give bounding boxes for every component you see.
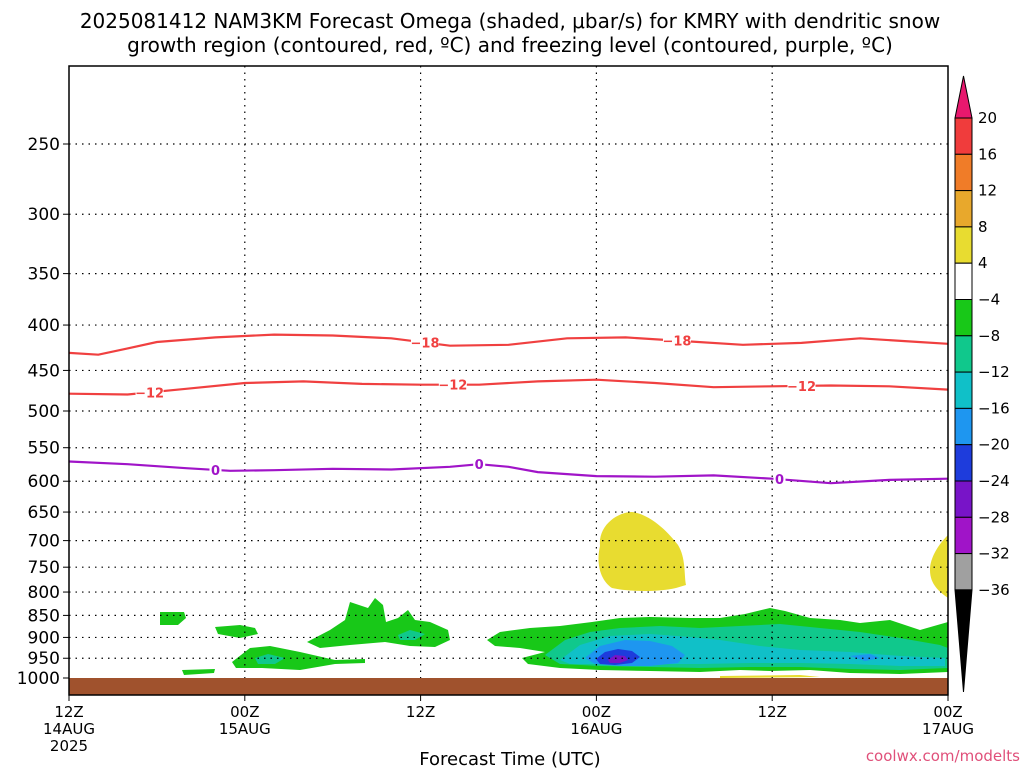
contour-line bbox=[68, 460, 949, 485]
y-tick-label: 600 bbox=[28, 472, 60, 492]
y-tick-label: 950 bbox=[28, 649, 60, 669]
x-tick-label: 00Z bbox=[230, 703, 259, 721]
x-tick-label: 12Z bbox=[406, 703, 435, 721]
x-tick-label: 15AUG bbox=[219, 720, 271, 738]
colorbar-segment bbox=[954, 371, 973, 409]
contour-label: −18 bbox=[662, 335, 691, 350]
omega-negative-region bbox=[307, 598, 450, 648]
contour-label: 0 bbox=[211, 464, 220, 479]
contour-line bbox=[68, 378, 949, 396]
contour-label: −18 bbox=[411, 337, 440, 352]
y-tick-label: 650 bbox=[28, 503, 60, 523]
omega-negative-region bbox=[160, 612, 186, 625]
colorbar-segment bbox=[954, 407, 973, 446]
x-tick-label: 16AUG bbox=[570, 720, 622, 738]
colorbar-label: 16 bbox=[978, 145, 997, 163]
y-tick-label: 700 bbox=[28, 532, 60, 552]
y-tick-label: 300 bbox=[28, 205, 60, 225]
contour-label-bg bbox=[773, 471, 786, 488]
contour-label-bg bbox=[473, 456, 486, 473]
omega-positive-region bbox=[598, 512, 686, 591]
y-tick-label: 900 bbox=[28, 628, 60, 648]
colorbar-label: 4 bbox=[978, 254, 988, 272]
y-tick-label: 500 bbox=[28, 402, 60, 422]
colorbar-segment bbox=[954, 262, 973, 301]
omega-shading bbox=[160, 512, 948, 678]
credit-text[interactable]: coolwx.com/modelts bbox=[866, 747, 1020, 765]
omega-positive-region bbox=[720, 675, 820, 678]
omega-negative-region bbox=[255, 654, 285, 664]
y-tick-label: 550 bbox=[28, 439, 60, 459]
colorbar-label: −36 bbox=[978, 581, 1010, 599]
y-tick-label: 400 bbox=[28, 316, 60, 336]
omega-negative-region bbox=[182, 669, 215, 675]
colorbar-segment bbox=[954, 117, 973, 155]
y-axis-ticks: 2503003504004505005506006507007508008509… bbox=[17, 135, 69, 689]
x-tick-label: 2025 bbox=[50, 737, 88, 755]
contour-label-bg bbox=[209, 461, 222, 478]
colorbar-label: −28 bbox=[978, 508, 1010, 526]
contour-label: −12 bbox=[135, 386, 164, 401]
colorbar-label: 8 bbox=[978, 218, 988, 236]
x-tick-label: 12Z bbox=[758, 703, 787, 721]
colorbar-segment bbox=[954, 444, 973, 482]
contour-label-bg bbox=[135, 384, 164, 401]
colorbar-segment bbox=[954, 553, 973, 591]
contour-label-bg bbox=[438, 376, 467, 393]
x-tick-label: 14AUG bbox=[43, 720, 95, 738]
contours: −18 −18 −12 −12 −12 0 0 0 bbox=[68, 332, 949, 488]
contour-label-bg bbox=[662, 332, 691, 349]
grid-lines bbox=[69, 66, 948, 678]
colorbar-segment bbox=[954, 516, 973, 555]
colorbar-label: −32 bbox=[978, 545, 1010, 563]
colorbar-label: −8 bbox=[978, 327, 1000, 345]
chart-title-line2: growth region (contoured, red, ºC) and f… bbox=[127, 33, 893, 57]
contour-label: −12 bbox=[438, 379, 467, 394]
colorbar-segment bbox=[954, 480, 973, 518]
x-tick-label: 00Z bbox=[582, 703, 611, 721]
chart-title-line1: 2025081412 NAM3KM Forecast Omega (shaded… bbox=[80, 9, 940, 33]
colorbar-segment bbox=[954, 335, 973, 373]
y-tick-label: 1000 bbox=[17, 669, 60, 689]
contour-label-bg bbox=[787, 377, 816, 394]
y-tick-label: 800 bbox=[28, 583, 60, 603]
colorbar-label: −4 bbox=[978, 291, 1000, 309]
omega-negative-region bbox=[215, 625, 258, 638]
colorbar-label: 20 bbox=[978, 109, 997, 127]
colorbar-label: −20 bbox=[978, 436, 1010, 454]
y-tick-label: 250 bbox=[28, 135, 60, 155]
colorbar-segment bbox=[954, 299, 973, 337]
omega-negative-region bbox=[850, 654, 880, 661]
x-tick-label: 12Z bbox=[54, 703, 83, 721]
colorbar-arrow-top bbox=[954, 75, 973, 119]
omega-negative-region bbox=[608, 655, 628, 663]
plot-frame bbox=[68, 65, 949, 696]
colorbar-segment bbox=[954, 190, 973, 228]
y-tick-label: 850 bbox=[28, 606, 60, 626]
contour-label: 0 bbox=[775, 473, 784, 488]
y-tick-label: 750 bbox=[28, 558, 60, 578]
ground-below-surface bbox=[69, 678, 948, 695]
omega-negative-region bbox=[398, 630, 425, 640]
x-axis-label: Forecast Time (UTC) bbox=[419, 749, 600, 768]
colorbar-segment bbox=[954, 226, 973, 264]
colorbar-segment bbox=[954, 153, 973, 192]
y-tick-label: 450 bbox=[28, 361, 60, 381]
colorbar-label: −24 bbox=[978, 472, 1010, 490]
contour-label: −12 bbox=[787, 380, 816, 395]
colorbar-label: −16 bbox=[978, 399, 1010, 417]
colorbar: 20 16 12 8 4 −4 −8 −12 −16 −20 −24 −28 −32 −36 bbox=[954, 75, 1010, 693]
contour-line bbox=[68, 333, 949, 356]
colorbar-label: −12 bbox=[978, 363, 1010, 381]
x-tick-label: 00Z bbox=[933, 703, 962, 721]
contour-label: 0 bbox=[475, 458, 484, 473]
omega-positive-region bbox=[930, 535, 948, 598]
y-tick-label: 350 bbox=[28, 265, 60, 285]
colorbar-arrow-bottom bbox=[954, 589, 973, 693]
contour-label-bg bbox=[410, 334, 439, 351]
colorbar-label: 12 bbox=[978, 182, 997, 200]
x-tick-label: 17AUG bbox=[922, 720, 974, 738]
